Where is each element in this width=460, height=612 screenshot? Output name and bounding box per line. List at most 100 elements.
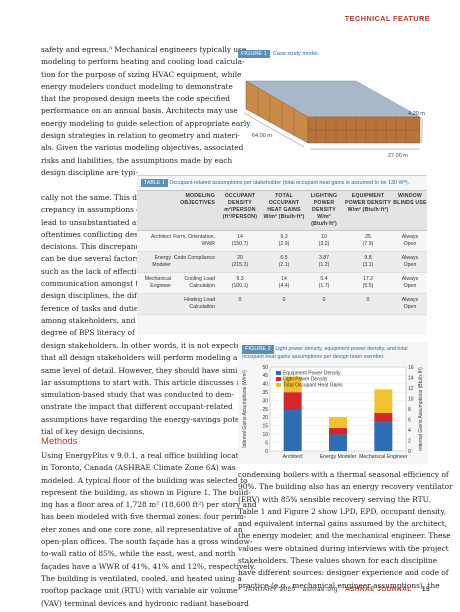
y2-tick-label: 4 bbox=[408, 428, 411, 434]
methods-line: (VAV) terminal devices and hydronic radi… bbox=[41, 598, 249, 608]
right-line: 90%. The building also has an energy rec… bbox=[238, 482, 453, 492]
bar-segment bbox=[329, 417, 347, 429]
continuation-line: same level of detail. However, they shou… bbox=[41, 365, 240, 375]
y-tick-label: 0 bbox=[265, 449, 268, 455]
methods-line: open-plan offices. The south façade has … bbox=[41, 537, 253, 547]
header-total-gains: TOTAL OCCUPANT HEAT GAINS W/m² (Btu/h·ft… bbox=[263, 193, 305, 220]
x-tick-label: Architect bbox=[283, 454, 304, 460]
narrow-line: crepancy in assumptions can bbox=[41, 205, 150, 215]
section-tag: TECHNICAL FEATURE bbox=[344, 14, 430, 23]
footer-journal: ASHRAE JOURNAL bbox=[344, 586, 412, 593]
y2-tick-label: 8 bbox=[408, 407, 411, 413]
cell-objective: Code Compliance bbox=[173, 255, 215, 261]
cell-blinds: Always Open bbox=[401, 276, 419, 289]
paragraph-narrow: cally not the same. This dis-crepancy in… bbox=[41, 192, 150, 340]
continuation-line: that all design stakeholders will perfor… bbox=[41, 353, 241, 363]
cell-occupant-density: 0 bbox=[238, 297, 242, 303]
bar-segment bbox=[283, 376, 302, 393]
right-line: the energy modeler, and the mechanical e… bbox=[238, 531, 451, 541]
bar-segment bbox=[329, 434, 347, 451]
bar-segment bbox=[283, 409, 302, 451]
narrow-line: oftentimes conflicting design bbox=[41, 229, 150, 239]
header-lpd: LIGHTING POWER DENSITY W/m² (Btu/h·ft²) bbox=[310, 193, 338, 227]
cell-lpd: 3.87 (1.2) bbox=[318, 255, 330, 268]
legend-label: Light Power Density bbox=[283, 377, 328, 383]
methods-line: ing has a floor area of 1,728 m² (18,600… bbox=[41, 500, 257, 510]
intro-line: performance on an annual basis. Architec… bbox=[41, 106, 238, 116]
continuation-line: lar assumptions to start with. This arti… bbox=[41, 377, 241, 387]
continuation-line: design stakeholders. In other words, it … bbox=[41, 341, 246, 350]
intro-line: tion for the purpose of sizing HVAC equi… bbox=[41, 69, 242, 79]
intro-line: energy modeling to guide selection of ap… bbox=[41, 118, 251, 128]
bar-segment bbox=[374, 413, 393, 423]
right-line: stakeholders. These values shown for eac… bbox=[238, 556, 438, 566]
narrow-line: degree of BPS literacy of the bbox=[41, 328, 150, 338]
cell-occupant-density: 9.3 (100.1) bbox=[231, 276, 249, 289]
legend-swatch bbox=[276, 377, 281, 381]
dimension-width-label: 27.00 m bbox=[388, 153, 408, 159]
y2-axis-label: Internal Gains Assumptions (Btu/h·ft²) bbox=[418, 367, 424, 451]
cell-total-gains: 0 bbox=[282, 297, 286, 303]
table-1-grid: MODELING OBJECTIVES OCCUPANT DENSITY m²/… bbox=[137, 190, 427, 315]
paragraph-intro: safety and egress.³ Mechanical engineers… bbox=[41, 44, 251, 179]
footer-site: ashrae.org bbox=[302, 586, 339, 593]
header-stakeholder bbox=[137, 193, 173, 228]
paragraph-continuation: design stakeholders. In other words, it … bbox=[41, 340, 247, 438]
figure-1-caption-row: FIGURE 1 Case study model. bbox=[238, 40, 426, 59]
y-tick-label: 5 bbox=[265, 440, 268, 446]
y-tick-label: 20 bbox=[262, 415, 268, 421]
cell-total-gains: 6.5 (2.1) bbox=[278, 255, 290, 268]
right-line: practice (e.g., mechanical engineer assu… bbox=[238, 580, 440, 590]
y2-tick-label: 10 bbox=[408, 396, 414, 402]
figure-1: FIGURE 1 Case study model. 64.00 m 27.00 … bbox=[238, 40, 426, 170]
continuation-line: onstrate the impact that different occup… bbox=[41, 402, 233, 412]
narrow-line: design disciplines, the dif- bbox=[41, 291, 140, 301]
right-line: condensing boilers with a thermal season… bbox=[238, 470, 449, 479]
methods-line: in Toronto, Canada (ASHRAE Climate Zone … bbox=[41, 463, 236, 473]
legend-swatch bbox=[276, 383, 281, 387]
methods-line: heaters. Hot water for space heating is … bbox=[41, 610, 233, 612]
table-1-caption-row: TABLE 1 Occupant-related assumptions per… bbox=[137, 176, 427, 190]
narrow-line: decisions. This discrepancy bbox=[41, 242, 144, 252]
table-1-label: TABLE 1 bbox=[141, 179, 168, 187]
cell-epd: 0 bbox=[366, 297, 370, 303]
y2-tick-label: 16 bbox=[408, 365, 414, 371]
intro-line: safety and egress.³ Mechanical engineers… bbox=[41, 45, 247, 54]
y-axis-label: Internal Gains Assumptions (W/m²) bbox=[242, 370, 248, 448]
methods-line: eter zones and one core zone, all repres… bbox=[41, 524, 243, 534]
cell-total-gains: 9.3 (2.9) bbox=[278, 234, 290, 247]
intro-line: design strategies in relation to geometr… bbox=[41, 131, 240, 141]
legend-swatch bbox=[276, 371, 281, 375]
right-line: have different sources: designer experie… bbox=[238, 568, 449, 578]
continuation-line: assumptions have regarding the energy-sa… bbox=[41, 414, 247, 424]
table-row: Architect Form, Orientation, WWR 14 (150.7… bbox=[137, 231, 427, 252]
y2-tick-label: 14 bbox=[408, 375, 414, 381]
intro-line: als. Given the various modeling objectiv… bbox=[41, 143, 244, 153]
continuation-line: simulation-based study that was conducte… bbox=[41, 390, 235, 400]
figure-2: FIGURE 2 Light power density, equipment … bbox=[238, 342, 428, 464]
bar-segment bbox=[283, 392, 302, 409]
table-row: Energy Modeler Code Compliance 20 (215.3) 6… bbox=[137, 252, 427, 273]
stacked-bar-chart: 0 5 10 15 20 25 30 35 40 45 50 0 2 4 6 8 10 12 14 16 Archite… bbox=[242, 365, 424, 460]
intro-line: energy modelers conduct modeling to demo… bbox=[41, 81, 233, 91]
right-line: (ERV) with 85% sensible recovery serving… bbox=[238, 494, 431, 504]
intro-line: that the proposed design meets the code … bbox=[41, 94, 230, 104]
cell-lpd: 0 bbox=[322, 297, 326, 303]
cell-objective: Form, Orientation, WWR bbox=[173, 234, 215, 247]
page-number: 15 bbox=[421, 586, 430, 593]
cell-epd: 17.2 (5.5) bbox=[362, 276, 374, 289]
cell-stakeholder: Mechanical Engineer bbox=[144, 276, 171, 289]
y-tick-label: 25 bbox=[262, 407, 268, 413]
table-1: TABLE 1 Occupant-related assumptions per… bbox=[137, 175, 427, 335]
figure-2-label: FIGURE 2 bbox=[242, 345, 274, 354]
methods-line: represent the building, as shown in Figu… bbox=[41, 487, 251, 497]
methods-line: to-wall ratio of 85%, while the east, we… bbox=[41, 549, 236, 559]
building-model-illustration: 64.00 m 27.00 m 4.20 m bbox=[243, 80, 425, 159]
header-epd: EQUIPMENT POWER DENSITY W/m² (Btu/h·ft²) bbox=[344, 193, 392, 213]
table-body: Architect Form, Orientation, WWR 14 (150.7… bbox=[137, 231, 427, 315]
narrow-line: among stakeholders, and the bbox=[41, 315, 150, 325]
y-tick-label: 45 bbox=[262, 373, 268, 379]
y2-tick-label: 0 bbox=[408, 449, 411, 455]
dimension-height-label: 4.20 m bbox=[408, 111, 425, 117]
x-tick-label: Energy Modeler bbox=[320, 454, 357, 460]
